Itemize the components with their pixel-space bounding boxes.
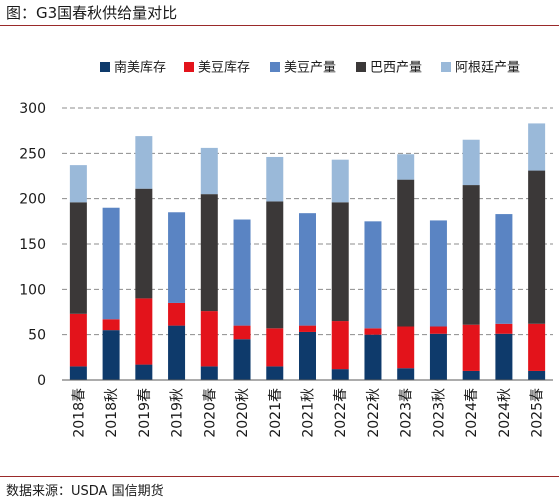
bar-segment — [135, 298, 152, 364]
bar-segment — [70, 202, 87, 314]
y-tick-label: 50 — [28, 328, 46, 344]
bar-segment — [463, 140, 480, 185]
x-tick-label: 2023秋 — [431, 388, 447, 438]
bar-segment — [463, 325, 480, 371]
bar-segment — [201, 366, 218, 380]
bar-segment — [70, 165, 87, 202]
legend-label: 美豆库存 — [198, 60, 250, 76]
bottom-rule — [0, 476, 559, 477]
x-tick-label: 2023春 — [399, 388, 415, 438]
legend-swatch — [100, 62, 110, 72]
bar-segment — [299, 213, 316, 325]
bar-segment — [266, 366, 283, 380]
bar-segment — [299, 332, 316, 380]
legend-swatch — [184, 62, 194, 72]
x-tick-label: 2018秋 — [104, 388, 120, 438]
bar-segment — [70, 366, 87, 380]
bar-segment — [135, 365, 152, 380]
source-note: 数据来源：USDA 国信期货 — [6, 480, 164, 499]
bar-segment — [397, 327, 414, 369]
bar-segment — [528, 123, 545, 170]
bar-segment — [528, 324, 545, 371]
bar-segment — [495, 334, 512, 380]
bar-segment — [201, 194, 218, 311]
bar-segment — [463, 185, 480, 325]
legend-swatch — [356, 62, 366, 72]
x-tick-label: 2024秋 — [497, 388, 513, 438]
x-tick-label: 2019秋 — [170, 388, 186, 438]
bar-segment — [201, 311, 218, 366]
bar-segment — [234, 220, 251, 326]
bar-segment — [70, 314, 87, 367]
bar-segment — [266, 201, 283, 328]
bar-segment — [528, 371, 545, 380]
bar-segment — [266, 157, 283, 201]
bar-segment — [332, 369, 349, 380]
x-tick-label: 2025春 — [530, 388, 546, 438]
bar-segment — [364, 221, 381, 328]
bar-segment — [201, 148, 218, 194]
x-tick-label: 2022春 — [333, 388, 349, 438]
x-tick-label: 2024春 — [464, 388, 480, 438]
bar-segment — [332, 321, 349, 369]
bar-segment — [168, 303, 185, 326]
bar-segment — [463, 371, 480, 380]
x-tick-label: 2020春 — [202, 388, 218, 438]
bar-segment — [103, 319, 120, 330]
y-tick-label: 0 — [37, 373, 46, 389]
legend-label: 阿根廷产量 — [455, 61, 520, 76]
legend-label: 南美库存 — [114, 60, 166, 76]
legend-label: 巴西产量 — [370, 61, 422, 76]
bar-segment — [168, 212, 185, 303]
x-tick-label: 2018春 — [71, 388, 87, 438]
x-tick-label: 2020秋 — [235, 388, 251, 438]
bar-segment — [495, 324, 512, 334]
y-tick-label: 200 — [19, 192, 46, 208]
y-tick-label: 100 — [19, 282, 46, 298]
bar-segment — [528, 171, 545, 324]
bar-segment — [364, 335, 381, 380]
bar-segment — [364, 328, 381, 334]
bar-segment — [495, 214, 512, 324]
bar-segment — [430, 334, 447, 380]
bar-segment — [168, 326, 185, 380]
bar-segment — [430, 220, 447, 326]
bar-segment — [430, 327, 447, 334]
bar-segment — [266, 328, 283, 366]
legend-swatch — [441, 62, 451, 72]
y-tick-label: 150 — [19, 237, 46, 253]
bar-segment — [299, 326, 316, 332]
stacked-bar-chart: 南美库存 美豆库存 美豆产量 巴西产量 阿根廷产量 0 50 100 150 200 250 300 2… — [0, 28, 559, 474]
bar-segment — [135, 189, 152, 299]
bar-segment — [103, 208, 120, 320]
bar-segment — [397, 368, 414, 380]
bar-segment — [397, 180, 414, 327]
x-tick-label: 2022秋 — [366, 388, 382, 438]
x-tick-label: 2021春 — [268, 388, 284, 438]
bar-segment — [135, 136, 152, 189]
legend-label: 美豆产量 — [284, 61, 336, 76]
top-rule — [0, 25, 559, 26]
figure-title: 图：G3国春秋供给量对比 — [6, 2, 177, 23]
y-tick-label: 300 — [19, 101, 46, 117]
bar-segment — [397, 154, 414, 179]
x-tick-label: 2019春 — [137, 388, 153, 438]
y-tick-label: 250 — [19, 146, 46, 162]
bar-segment — [332, 202, 349, 321]
bar-segment — [234, 326, 251, 340]
bar-segment — [103, 330, 120, 380]
bar-segment — [332, 160, 349, 203]
x-tick-label: 2021秋 — [301, 388, 317, 438]
legend-swatch — [270, 62, 280, 72]
bar-segment — [234, 339, 251, 380]
